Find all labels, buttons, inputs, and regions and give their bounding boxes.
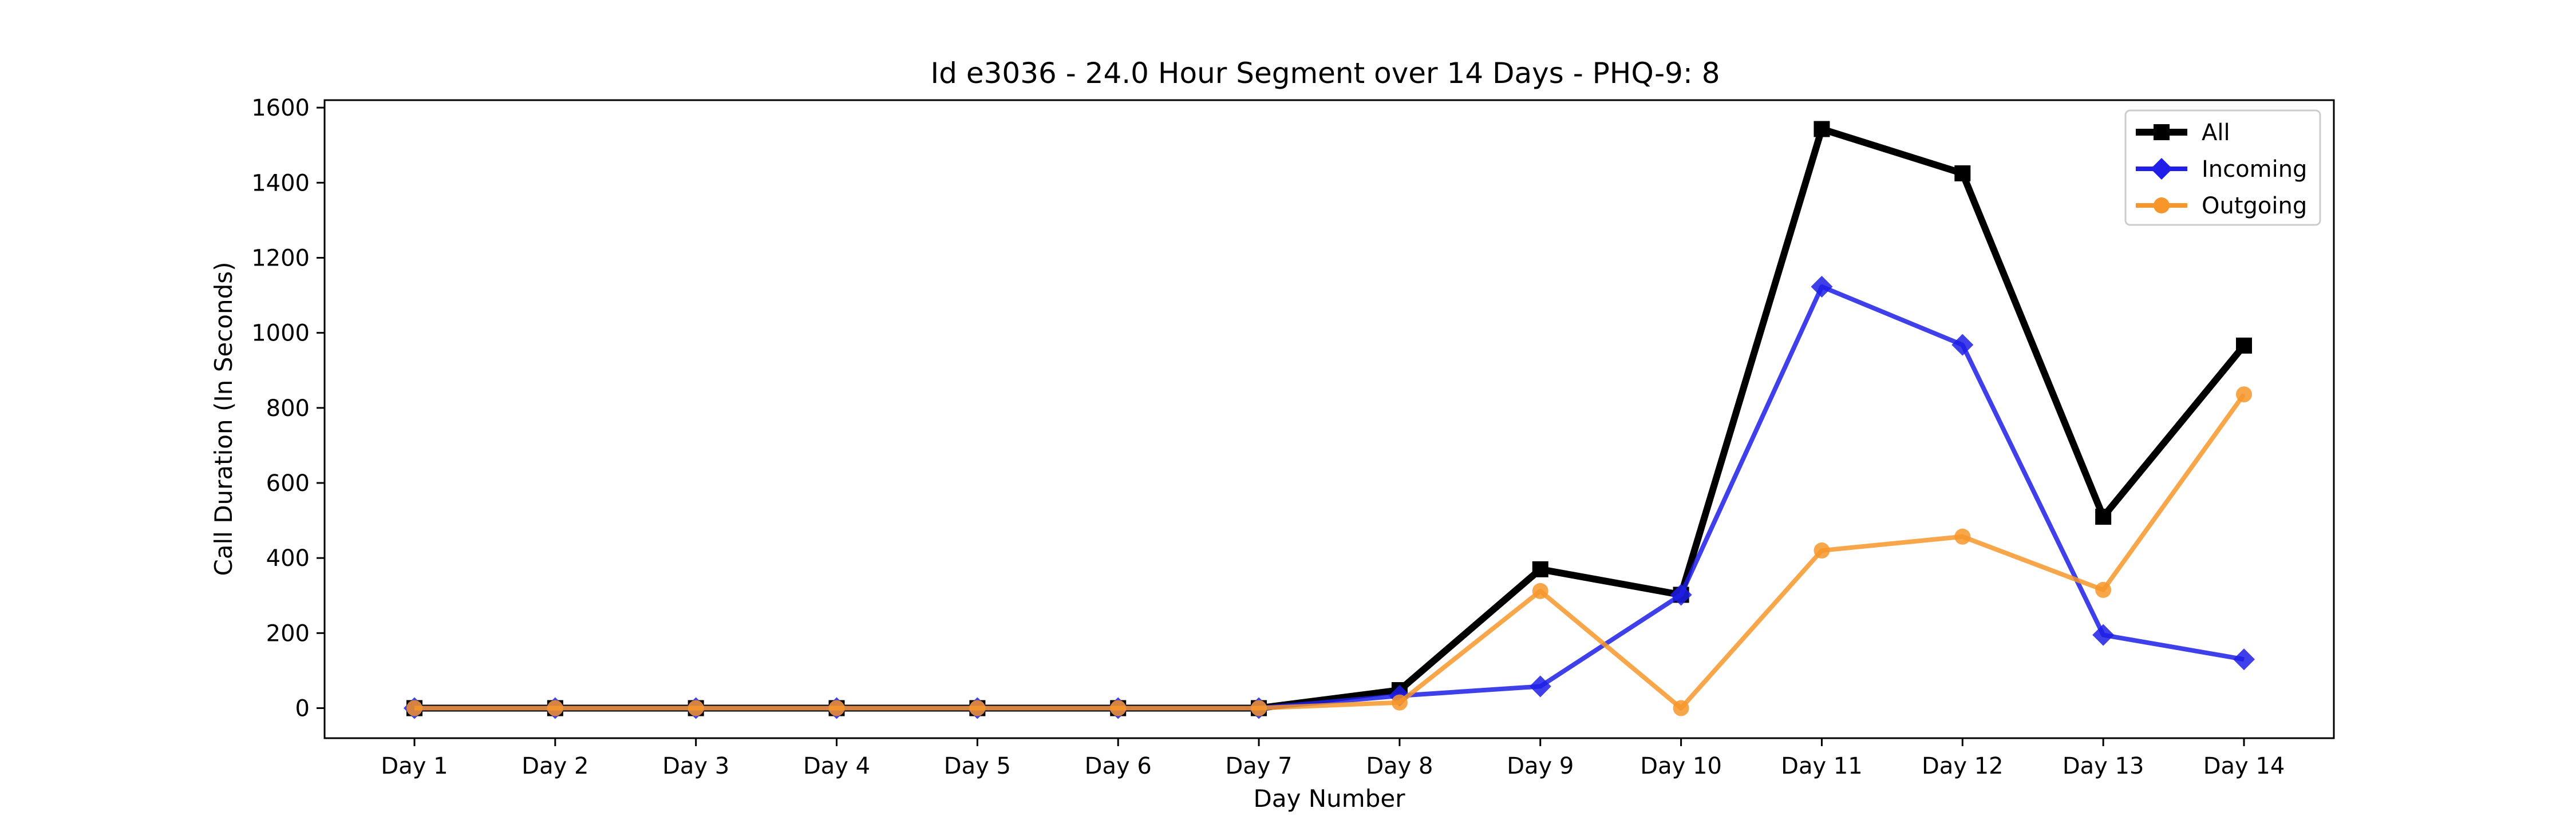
data-point-outgoing — [1110, 700, 1127, 716]
data-point-outgoing — [406, 700, 422, 716]
x-tick-label: Day 8 — [1366, 753, 1433, 779]
data-point-outgoing — [1251, 700, 1267, 716]
x-tick-label: Day 12 — [1922, 753, 2004, 779]
data-point-outgoing — [1391, 694, 1408, 711]
data-point-outgoing — [1673, 700, 1689, 716]
data-point-outgoing — [1532, 583, 1548, 599]
data-point-incoming — [1670, 584, 1692, 606]
data-point-outgoing — [1954, 528, 1971, 545]
data-point-incoming — [1529, 675, 1551, 698]
y-tick-label: 200 — [266, 620, 310, 647]
data-point-outgoing — [969, 700, 986, 716]
data-point-outgoing — [688, 700, 704, 716]
legend-label-incoming: Incoming — [2202, 156, 2307, 183]
legend: All Incoming Outgoing — [2124, 109, 2321, 226]
data-point-all — [1532, 561, 1548, 577]
x-tick-label: Day 11 — [1781, 753, 1863, 779]
data-point-all — [1954, 165, 1971, 181]
y-axis-label: Call Duration (In Seconds) — [210, 262, 238, 576]
data-point-outgoing — [2095, 581, 2112, 598]
y-tick-label: 600 — [266, 470, 310, 497]
chart-title: Id e3036 - 24.0 Hour Segment over 14 Day… — [930, 57, 1720, 90]
series-line-all — [414, 125, 2247, 712]
x-tick-label: Day 2 — [521, 753, 588, 779]
series-line-incoming — [414, 284, 2245, 711]
legend-marker-all — [2154, 124, 2170, 140]
legend-marker-incoming — [2151, 158, 2172, 180]
y-tick-label: 1200 — [251, 245, 310, 271]
data-point-all — [2095, 509, 2112, 525]
plot-frame — [323, 99, 2335, 739]
legend-marker-outgoing — [2154, 197, 2170, 213]
data-point-outgoing — [547, 700, 563, 716]
y-tick-label: 800 — [266, 395, 310, 422]
x-tick-label: Day 3 — [662, 753, 729, 779]
data-point-incoming — [2092, 624, 2115, 646]
series-line-outgoing — [414, 393, 2246, 711]
x-tick-label: Day 6 — [1085, 753, 1152, 779]
x-tick-label: Day 4 — [803, 753, 870, 779]
x-axis-label: Day Number — [1253, 785, 1405, 813]
x-tick-label: Day 14 — [2203, 753, 2285, 779]
y-tick-label: 400 — [266, 545, 310, 572]
y-tick-label: 0 — [295, 696, 310, 722]
data-point-outgoing — [828, 700, 845, 716]
y-tick-label: 1400 — [251, 170, 310, 196]
y-tick-label: 1600 — [251, 95, 310, 121]
x-tick-label: Day 13 — [2063, 753, 2144, 779]
x-tick-label: Day 1 — [381, 753, 448, 779]
data-point-outgoing — [1814, 542, 1830, 559]
data-point-incoming — [1951, 334, 1974, 356]
data-point-all — [2236, 337, 2252, 354]
data-point-outgoing — [2236, 386, 2252, 403]
x-tick-label: Day 9 — [1507, 753, 1574, 779]
data-point-incoming — [2233, 648, 2255, 671]
x-tick-label: Day 5 — [944, 753, 1011, 779]
legend-box — [2124, 109, 2321, 226]
data-point-all — [1814, 121, 1830, 137]
y-tick-label: 1000 — [251, 320, 310, 347]
data-point-incoming — [1811, 275, 1833, 298]
plot-area: 0 200 400 600 800 1000 1200 1400 1600 Day 1 Day 2 D… — [251, 95, 2285, 779]
x-tick-label: Day 10 — [1640, 753, 1722, 779]
x-tick-label: Day 7 — [1225, 753, 1292, 779]
legend-label-all: All — [2202, 120, 2230, 146]
legend-label-outgoing: Outgoing — [2202, 193, 2307, 219]
